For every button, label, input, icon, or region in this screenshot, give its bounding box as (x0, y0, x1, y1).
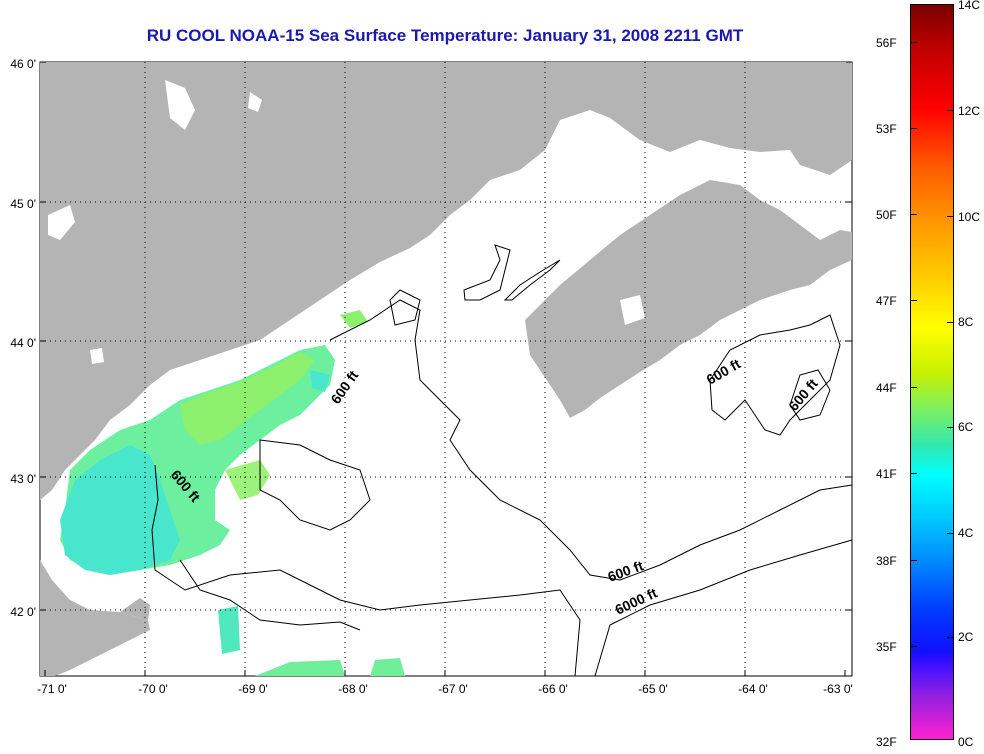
cb-label-c: 2C (958, 630, 974, 644)
lon-label: -69 0' (238, 682, 268, 696)
lon-label: -70 0' (138, 682, 168, 696)
lat-label: 44 0' (10, 336, 36, 350)
lon-label: -71 0' (37, 682, 67, 696)
colorbar (910, 4, 954, 740)
cb-label-f: 32F (876, 735, 897, 749)
cb-label-f: 50F (876, 208, 897, 222)
longitude-labels: -71 0' -70 0' -69 0' -68 0' -67 0' -66 0… (37, 682, 853, 696)
map-title: RU COOL NOAA-15 Sea Surface Temperature:… (146, 26, 744, 45)
latitude-labels: 46 0' 45 0' 44 0' 43 0' 42 0' (10, 57, 36, 619)
land-cape-cod (120, 598, 150, 630)
cb-label-f: 53F (876, 122, 897, 136)
cb-label-c: 4C (958, 526, 974, 540)
cb-label-f: 38F (876, 554, 897, 568)
bathymetry-contours (151, 244, 853, 677)
lon-label: -64 0' (738, 682, 768, 696)
cb-label-c: 6C (958, 420, 974, 434)
lon-label: -68 0' (338, 682, 368, 696)
lat-label: 42 0' (10, 605, 36, 619)
cb-label-c: 8C (958, 315, 974, 329)
cb-label-f: 41F (876, 467, 897, 481)
cb-label-c: 10C (958, 210, 981, 224)
cb-label-f: 35F (876, 640, 897, 654)
land (40, 62, 852, 676)
land-massachusetts (40, 560, 150, 676)
grid (40, 62, 852, 676)
lat-label: 46 0' (10, 57, 36, 71)
lat-label: 43 0' (10, 472, 36, 486)
frame-ticks (40, 61, 852, 676)
lon-label: -65 0' (638, 682, 668, 696)
lon-label: -67 0' (438, 682, 468, 696)
cb-label-c: 12C (958, 104, 981, 118)
cb-label-f: 47F (876, 294, 897, 308)
land-maine-newbrunswick (40, 62, 852, 500)
lon-label: -63 0' (823, 682, 853, 696)
cb-label-f: 44F (876, 381, 897, 395)
lat-label: 45 0' (10, 197, 36, 211)
land-nova-scotia (525, 180, 852, 418)
cb-label-f: 56F (876, 36, 897, 50)
cb-label-c: 0C (958, 735, 974, 749)
cb-label-c: 14C (958, 0, 981, 12)
lon-label: -66 0' (538, 682, 568, 696)
